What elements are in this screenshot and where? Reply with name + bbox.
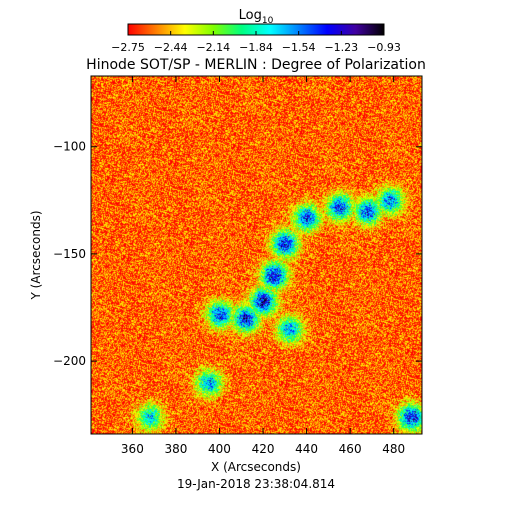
colorbar-ticks: −2.75 −2.44 −2.14 −1.84 −1.54 −1.23 −0.93: [111, 31, 401, 54]
x-tick-label: 380: [164, 442, 187, 456]
x-tick-label: 480: [382, 442, 405, 456]
y-tick-label: −150: [53, 247, 86, 261]
y-axis: −100 −150 −200: [53, 140, 422, 368]
plot-frame: [90, 75, 423, 435]
x-axis-label: X (Arcseconds): [211, 460, 301, 474]
x-tick-label: 420: [252, 442, 275, 456]
y-tick-label: −200: [53, 354, 86, 368]
timestamp: 19-Jan-2018 23:38:04.814: [177, 477, 335, 491]
x-tick-label: 360: [121, 442, 144, 456]
colorbar-tick-label: −0.93: [367, 41, 401, 54]
colorbar-tick-label: −2.75: [111, 41, 145, 54]
chart-title: Hinode SOT/SP - MERLIN : Degree of Polar…: [86, 57, 426, 73]
heatmap-plot: 360 380 400 420 440 460 480 −100 −150 −200: [53, 75, 423, 456]
colorbar-tick-label: −1.84: [239, 41, 273, 54]
y-tick-label: −100: [53, 140, 86, 154]
colorbar-title: Log10: [239, 8, 274, 26]
x-tick-label: 440: [295, 442, 318, 456]
x-tick-label: 460: [339, 442, 362, 456]
colorbar-tick-label: −2.14: [196, 41, 230, 54]
y-axis-label: Y (Arcseconds): [29, 210, 43, 300]
x-axis: 360 380 400 420 440 460 480: [121, 76, 405, 456]
colorbar-tick-label: −1.23: [324, 41, 358, 54]
colorbar-tick-label: −1.54: [282, 41, 316, 54]
colorbar-tick-label: −2.44: [154, 41, 188, 54]
colorbar: Log10 −2.75 −2.44 −2.14 −1.84 −1.54 −1.23 −0.9…: [111, 8, 401, 54]
x-tick-label: 400: [208, 442, 231, 456]
heatmap-image: [91, 76, 422, 434]
